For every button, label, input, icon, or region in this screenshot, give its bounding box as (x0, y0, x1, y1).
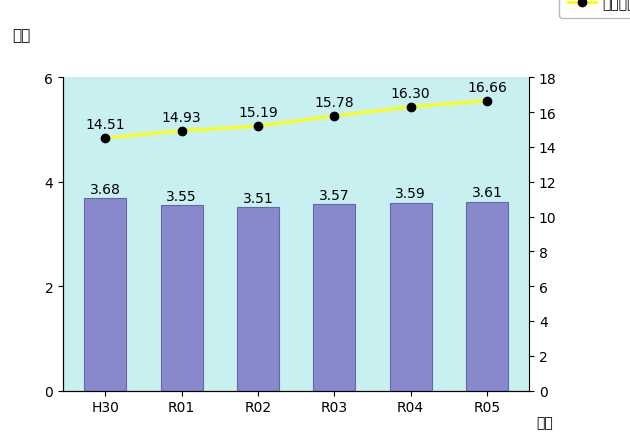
Text: 16.66: 16.66 (467, 80, 507, 95)
Bar (237, 208, 279, 391)
Bar (161, 206, 203, 391)
Text: 残高: 残高 (13, 29, 31, 43)
Text: 3.61: 3.61 (472, 186, 503, 200)
Text: 年度: 年度 (537, 416, 553, 430)
Bar (466, 203, 508, 391)
Text: 16.30: 16.30 (391, 87, 430, 101)
Legend: 借入金残高, 自己資本金: 借入金残高, 自己資本金 (559, 0, 630, 19)
Text: 3.57: 3.57 (319, 188, 350, 202)
Text: 3.51: 3.51 (243, 191, 273, 205)
Text: 14.93: 14.93 (162, 111, 202, 125)
Bar (84, 199, 126, 391)
Bar (313, 205, 355, 391)
Text: 3.55: 3.55 (166, 189, 197, 203)
Text: 3.68: 3.68 (89, 182, 120, 196)
Text: 3.59: 3.59 (395, 187, 426, 201)
Bar (389, 204, 432, 391)
Text: 15.19: 15.19 (238, 106, 278, 120)
Text: 14.51: 14.51 (86, 118, 125, 132)
Text: 15.78: 15.78 (314, 96, 354, 110)
